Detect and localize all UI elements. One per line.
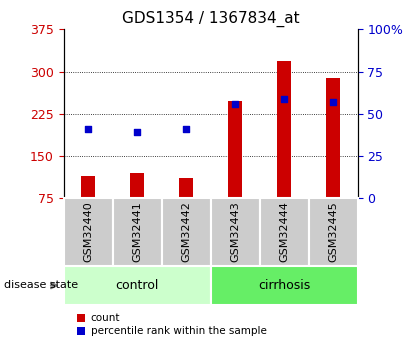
Point [85,126,92,132]
Bar [113,198,162,266]
Bar [309,198,358,266]
Point [134,130,141,135]
Bar [210,198,260,266]
Bar [228,101,242,198]
Bar [179,178,193,198]
Text: GSM32445: GSM32445 [328,201,338,263]
Text: GSM32441: GSM32441 [132,201,142,263]
Text: GSM32444: GSM32444 [279,201,289,263]
Bar [210,266,358,305]
Bar [130,173,144,198]
Text: GSM32440: GSM32440 [83,201,93,263]
Point [281,96,287,101]
Bar [81,176,95,198]
Legend: count, percentile rank within the sample: count, percentile rank within the sample [77,313,267,336]
Bar [162,198,211,266]
Text: disease state: disease state [4,280,78,290]
Text: GSM32443: GSM32443 [230,201,240,263]
Point [183,126,189,132]
Bar [260,198,309,266]
Bar [326,78,340,198]
Text: GSM32442: GSM32442 [181,201,191,263]
Bar [277,61,291,198]
Point [330,99,336,105]
Point [232,101,238,107]
Text: cirrhosis: cirrhosis [258,279,310,292]
Title: GDS1354 / 1367834_at: GDS1354 / 1367834_at [122,10,300,27]
Text: control: control [115,279,159,292]
Bar [64,198,113,266]
Bar [64,266,210,305]
